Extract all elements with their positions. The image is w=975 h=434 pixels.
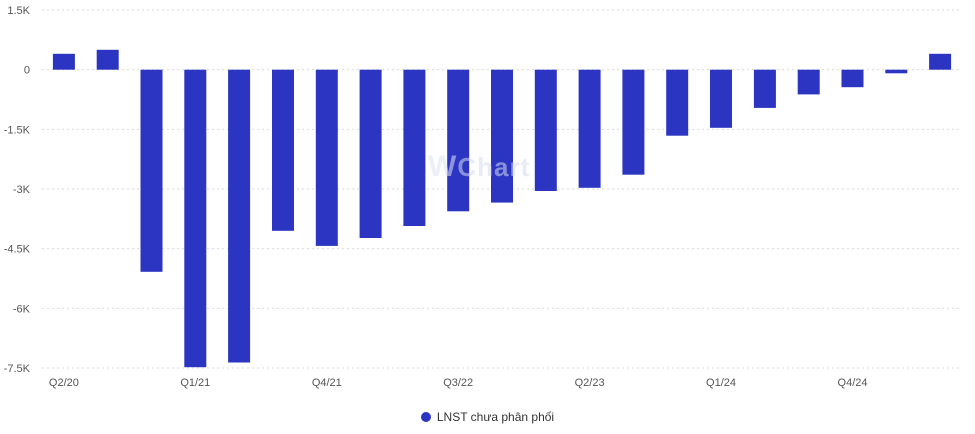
bar-Q2-23[interactable] [578,69,601,188]
bar-Q4-21[interactable] [315,69,338,246]
bar-Q2-22[interactable] [403,69,426,226]
bar-Q1-24[interactable] [710,69,732,128]
x-tick-label: Q1/24 [706,377,736,389]
bar-Q4-20[interactable] [140,69,163,272]
y-tick-label: 0 [24,65,30,77]
x-tick-label: Q2/20 [49,377,79,389]
y-tick-label: -4.5K [4,244,31,256]
bar-Q2-24[interactable] [753,69,776,108]
x-tick-label: Q2/23 [575,377,605,389]
chart-legend[interactable]: LNST chưa phân phối [0,410,975,424]
x-tick-label: Q1/21 [180,377,210,389]
bar-Q3-22[interactable] [447,69,470,212]
y-tick-label: -7.5K [4,363,31,375]
y-tick-label: 1.5K [7,5,30,17]
bar-Q2-21[interactable] [228,69,251,363]
bar-Q4-22[interactable] [491,69,513,203]
bar-Q1-21[interactable] [184,69,207,368]
y-tick-label: -3K [13,184,31,196]
y-tick-label: -6K [13,303,31,315]
y-tick-label: -1.5K [4,124,31,136]
bar-Q3-20[interactable] [96,49,119,70]
x-tick-label: Q4/24 [838,377,868,389]
bar-Q3-24[interactable] [797,69,820,95]
bar-Q3-21[interactable] [272,69,294,231]
bar-Q1-22[interactable] [359,69,382,238]
bar-Q2-20[interactable] [52,53,75,70]
bar-Q4-23[interactable] [666,69,689,136]
x-tick-label: Q4/21 [312,377,342,389]
bar-Q1-25[interactable] [885,69,908,74]
legend-label: LNST chưa phân phối [436,410,555,424]
bar-Q3-23[interactable] [622,69,645,175]
x-tick-label: Q3/22 [443,377,473,389]
bar-Q4-24[interactable] [841,69,864,88]
legend-marker [420,412,431,422]
bar-Q2-25[interactable] [929,53,952,70]
bar-chart: 1.5K 0 -1.5K -3K -4.5K -6K -7.5K Q2/20 Q1/21 Q4/2… [4,5,962,389]
bar-Q1-23[interactable] [534,69,557,191]
